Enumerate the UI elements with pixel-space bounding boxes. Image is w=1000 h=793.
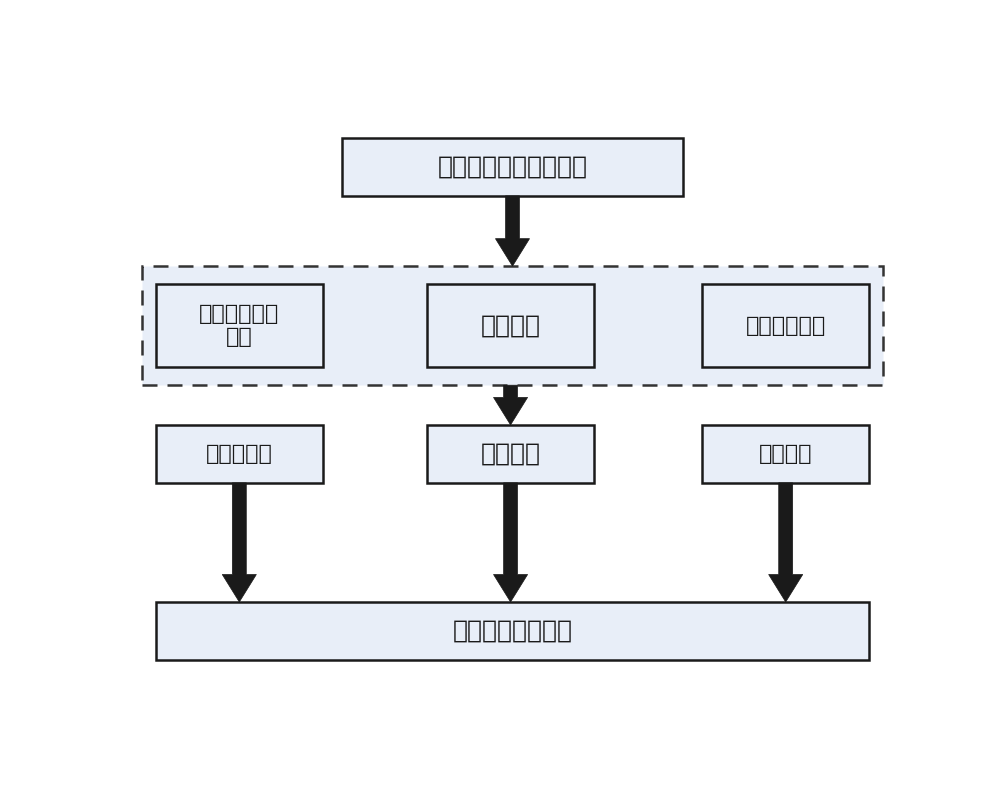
FancyBboxPatch shape: [142, 266, 883, 385]
Text: 车窗控制微处理器: 车窗控制微处理器: [452, 619, 572, 643]
FancyBboxPatch shape: [427, 285, 594, 367]
Text: 采集波纹电流
信号: 采集波纹电流 信号: [199, 304, 279, 347]
FancyBboxPatch shape: [156, 425, 323, 483]
Polygon shape: [495, 196, 530, 266]
Text: 发动机熄火: 发动机熄火: [206, 444, 273, 464]
Text: 红外检测: 红外检测: [481, 314, 541, 338]
FancyBboxPatch shape: [342, 138, 683, 196]
Text: 车窗位移: 车窗位移: [481, 442, 541, 466]
Polygon shape: [769, 483, 803, 602]
FancyBboxPatch shape: [427, 425, 594, 483]
FancyBboxPatch shape: [156, 285, 323, 367]
Polygon shape: [222, 483, 256, 602]
Text: 采集霍尔信号: 采集霍尔信号: [746, 316, 826, 335]
FancyBboxPatch shape: [702, 425, 869, 483]
Text: 车窗防夹自检控制系统: 车窗防夹自检控制系统: [438, 155, 588, 179]
Polygon shape: [494, 483, 528, 602]
Text: 语音检测: 语音检测: [759, 444, 812, 464]
FancyBboxPatch shape: [702, 285, 869, 367]
Polygon shape: [494, 385, 528, 425]
FancyBboxPatch shape: [156, 602, 869, 660]
